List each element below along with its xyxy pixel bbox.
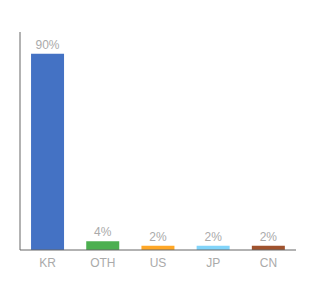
svg-text:CN: CN bbox=[260, 256, 277, 270]
svg-text:2%: 2% bbox=[260, 230, 278, 244]
svg-text:4%: 4% bbox=[94, 225, 112, 239]
svg-text:US: US bbox=[150, 256, 167, 270]
svg-text:KR: KR bbox=[39, 256, 56, 270]
svg-text:2%: 2% bbox=[149, 230, 167, 244]
svg-text:JP: JP bbox=[206, 256, 220, 270]
svg-text:2%: 2% bbox=[204, 230, 222, 244]
svg-text:OTH: OTH bbox=[90, 256, 115, 270]
svg-text:90%: 90% bbox=[36, 38, 60, 52]
